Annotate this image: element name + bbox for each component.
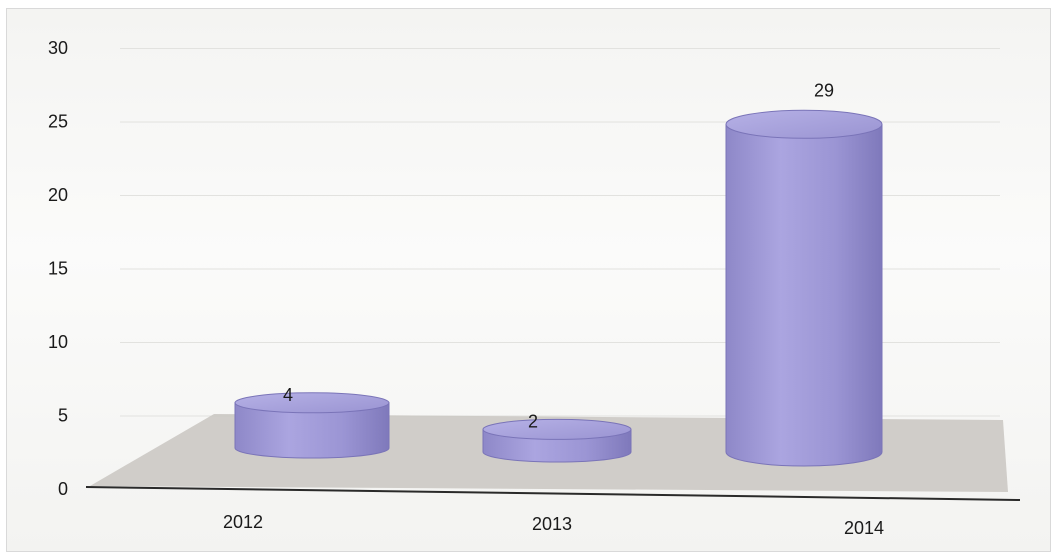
y-tick-label: 5 [58, 406, 68, 426]
bar-top [482, 418, 632, 440]
y-axis-ticks: 0 5 10 15 20 25 30 [48, 38, 68, 499]
bar-2012: 4 [234, 385, 390, 459]
y-tick-label: 15 [48, 259, 68, 279]
x-tick-label: 2014 [844, 518, 884, 538]
y-tick-label: 20 [48, 185, 68, 205]
data-label: 2 [528, 411, 538, 431]
data-label: 4 [283, 385, 293, 405]
y-tick-label: 25 [48, 112, 68, 132]
bar-2014: 29 [725, 80, 883, 467]
y-tick-label: 0 [58, 479, 68, 499]
bar-body [234, 402, 390, 459]
x-tick-label: 2013 [532, 514, 572, 534]
bar-body [725, 123, 883, 467]
x-axis-line [85, 486, 1021, 501]
data-label: 29 [814, 80, 834, 100]
bar-top [725, 109, 883, 139]
bar-2013: 2 [482, 411, 632, 463]
x-tick-label: 2012 [223, 512, 263, 532]
bars: 4 2 29 [234, 80, 883, 467]
bar-top [234, 392, 390, 414]
y-tick-label: 10 [48, 332, 68, 352]
y-tick-label: 30 [48, 38, 68, 58]
x-axis-ticks: 2012 2013 2014 [223, 512, 884, 538]
